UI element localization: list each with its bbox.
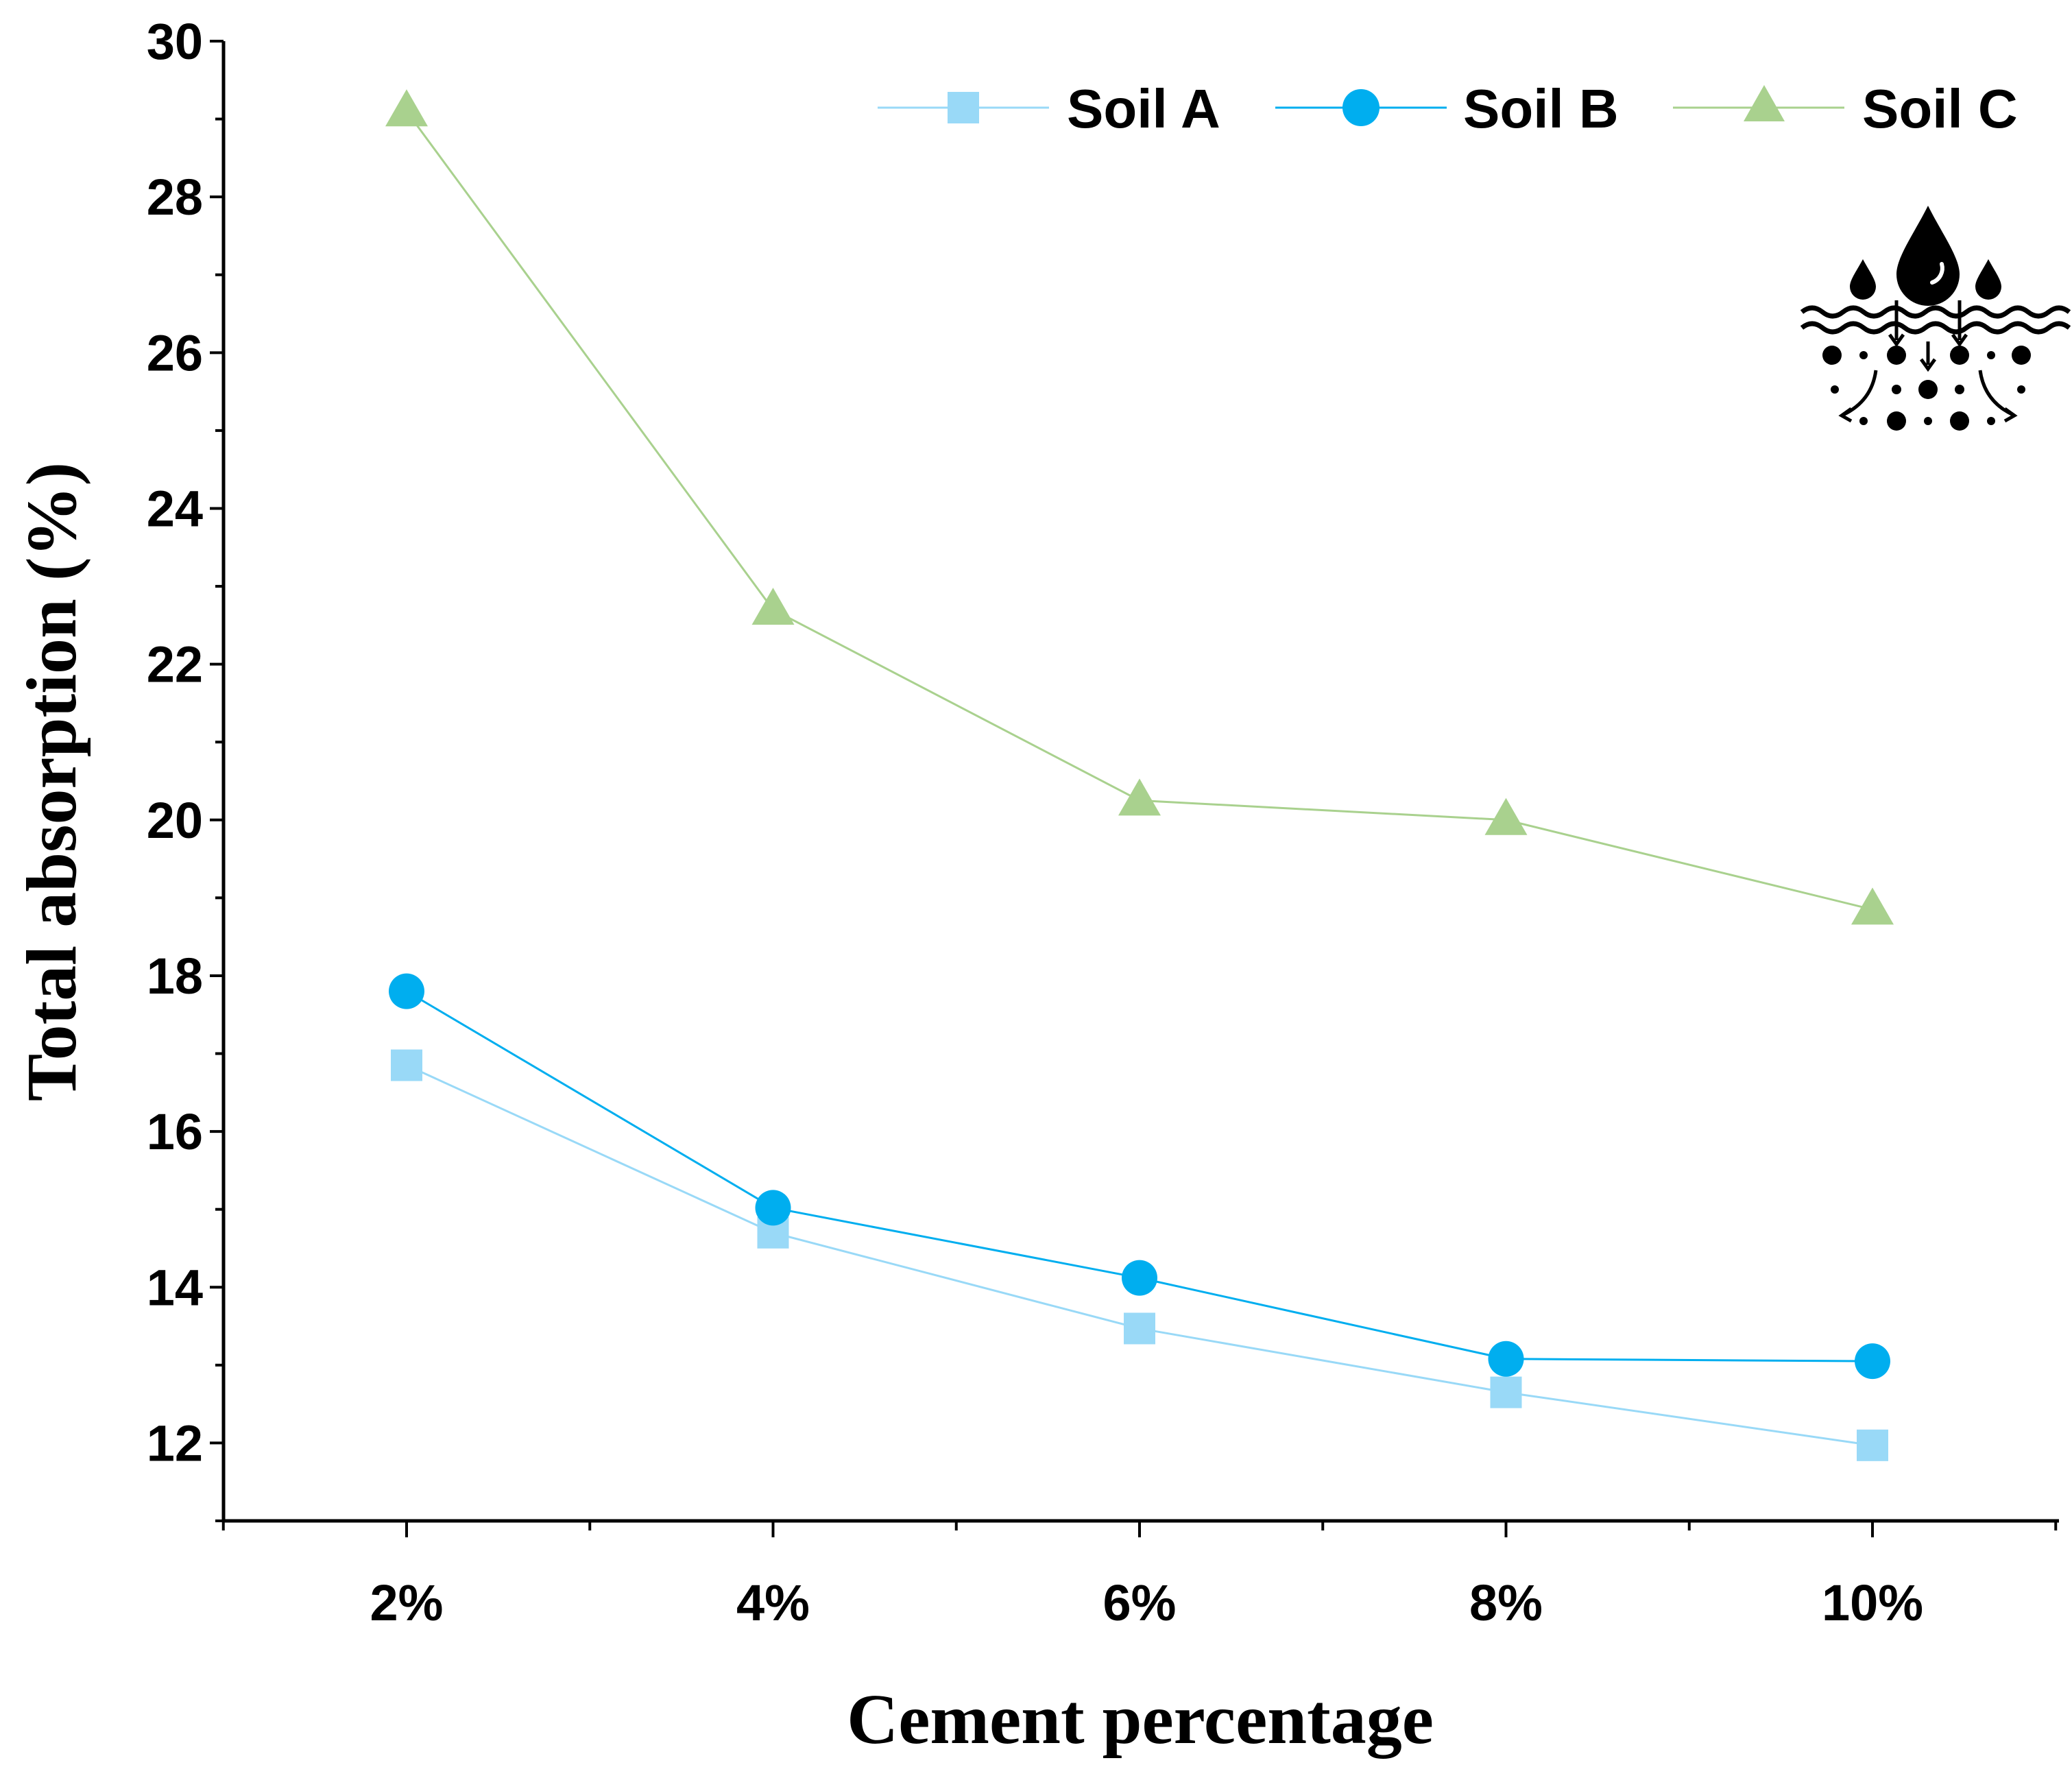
data-point-soil-b [1855,1343,1890,1380]
data-point-soil-c [1851,887,1894,925]
y-tick-label: 28 [147,169,203,226]
legend-label-soil-a: Soil A [1067,78,1220,139]
legend-marker-soil-b [1342,89,1380,126]
data-point-soil-a [1490,1376,1522,1408]
x-tick-label: 4% [736,1574,810,1631]
y-tick-label: 18 [147,948,203,1005]
data-point-soil-a [1857,1429,1888,1461]
data-point-soil-c [1484,797,1528,835]
data-point-soil-c [751,588,795,625]
legend-label-soil-c: Soil C [1862,78,2018,139]
x-tick-label: 8% [1469,1574,1543,1631]
data-point-soil-c [1118,778,1161,816]
y-tick-label: 24 [147,480,203,537]
y-ticks: 12 14 16 18 20 22 24 26 28 30 [147,13,224,1522]
legend-marker-soil-c [1744,85,1785,121]
y-tick-label: 22 [147,636,203,693]
x-tick-label: 10% [1822,1574,1923,1631]
y-tick-label: 20 [147,792,203,849]
legend-item-soil-a: Soil A [878,78,1220,139]
series-layer [385,89,1894,1461]
y-tick-label: 16 [147,1103,203,1160]
x-axis-title: Cement percentage [847,1680,1434,1759]
data-point-soil-c [385,89,428,127]
x-tick-label: 6% [1103,1574,1177,1631]
x-ticks: 2% 4% 6% 8% 10% [221,1521,2058,1631]
x-tick-label: 2% [370,1574,444,1631]
legend-item-soil-c: Soil C [1673,78,2018,139]
y-tick-label: 14 [147,1259,203,1316]
water-absorption-icon [1800,206,2071,431]
data-point-soil-b [389,973,424,1009]
legend: Soil A Soil B Soil C [878,78,2018,139]
data-point-soil-a [1124,1312,1155,1345]
series-line-soil-b [406,990,1873,1362]
y-tick-label: 30 [147,13,203,70]
legend-item-soil-b: Soil B [1275,78,1619,139]
y-tick-label: 26 [147,324,203,381]
y-axis-title: Total absorption (%) [12,462,91,1101]
legend-label-soil-b: Soil B [1463,78,1619,139]
data-point-soil-b [1122,1260,1157,1296]
data-point-soil-a [391,1049,422,1081]
y-tick-label: 12 [147,1415,203,1471]
legend-marker-soil-a [948,92,979,123]
data-point-soil-b [1488,1341,1524,1377]
data-point-soil-b [755,1190,791,1226]
